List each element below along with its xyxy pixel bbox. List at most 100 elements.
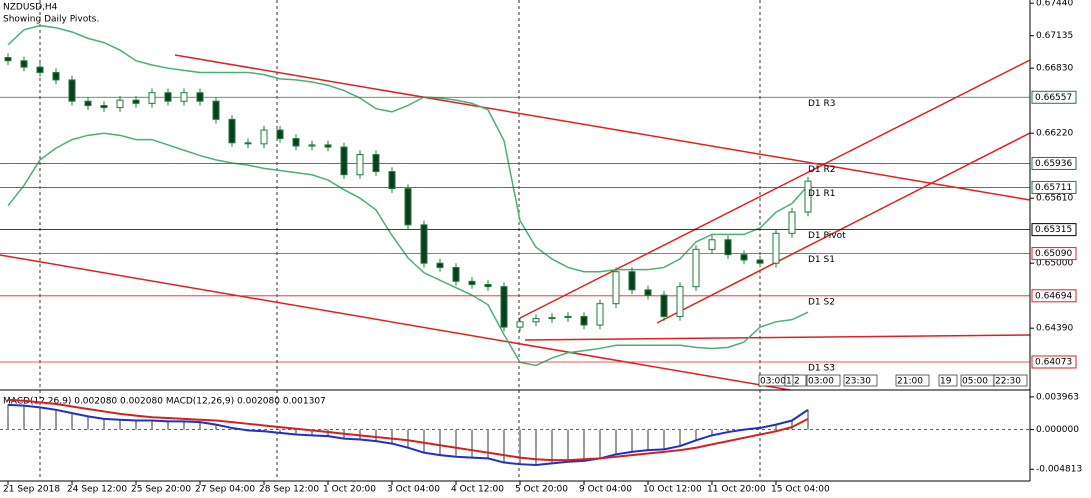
price-label-box: [1031, 355, 1077, 369]
pivot-name: D1 R2: [808, 165, 836, 175]
candle-body: [660, 294, 668, 317]
time-marker-box: [792, 374, 807, 387]
time-marker: 19: [940, 377, 952, 387]
pivot-name: D1 S3: [808, 363, 835, 373]
candle-body: [164, 92, 172, 102]
candle-body: [468, 280, 476, 286]
macd-y-tick-label: 0.000000: [1036, 425, 1079, 435]
x-tick-label: 21 Sep 2018: [3, 485, 60, 495]
x-tick-label: 28 Sep 12:00: [259, 485, 319, 495]
time-marker-box: [938, 374, 958, 387]
candle-body: [36, 66, 44, 73]
y-tick-label: 0.67135: [1036, 31, 1073, 41]
candle-body: [68, 79, 76, 102]
x-tick-label: 11 Oct 20:00: [707, 485, 766, 495]
price-label-box: [1031, 289, 1077, 303]
macd-y-tick-label: 0.003963: [1036, 392, 1079, 402]
candle-body: [324, 144, 332, 148]
time-marker: 03:00: [808, 377, 834, 387]
candle-body: [52, 71, 60, 81]
chart-title: NZDUSD,H4: [3, 3, 58, 13]
candle-body: [276, 129, 284, 140]
time-marker-box: [806, 374, 841, 387]
y-tick-label: 0.65000: [1036, 259, 1073, 269]
candle-body: [20, 60, 28, 68]
candle-body: [452, 266, 460, 282]
time-marker-box: [843, 374, 878, 387]
pivot-price: 0.64073: [1035, 357, 1072, 367]
candle-body: [356, 154, 364, 176]
time-marker: 21:00: [897, 377, 923, 387]
candle-body: [500, 286, 508, 328]
candle-body: [132, 99, 140, 104]
candle-body: [692, 248, 700, 288]
price-label-box: [1031, 90, 1077, 104]
price-label-box: [1031, 156, 1077, 170]
candle-body: [84, 100, 92, 106]
y-tick-label: 0.67440: [1036, 0, 1073, 9]
y-tick-label: 0.65610: [1036, 194, 1073, 204]
x-tick-label: 15 Oct 04:00: [771, 485, 830, 495]
candle-body: [596, 303, 604, 326]
candle-body: [340, 146, 348, 176]
candle-body: [580, 315, 588, 326]
x-tick-label: 25 Sep 20:00: [131, 485, 191, 495]
candle-body: [788, 211, 796, 234]
channel-line[interactable]: [519, 59, 1031, 319]
plot-area: [0, 24, 1030, 367]
candle-body: [100, 104, 108, 109]
candle-body: [516, 321, 524, 328]
candle-body: [260, 129, 268, 145]
candle-body: [228, 118, 236, 144]
pivot-price: 0.65936: [1035, 159, 1072, 169]
macd-title: MACD(12,26,9) 0.002080 0.002080 MACD(12,…: [3, 397, 326, 407]
candle-body: [292, 138, 300, 147]
x-tick-label: 3 Oct 04:00: [387, 485, 440, 495]
candle-body: [548, 317, 556, 320]
x-tick-label: 1 Oct 20:00: [323, 485, 376, 495]
price-label-box: [1031, 180, 1077, 194]
macd-y-tick-label: -0.004813: [1036, 465, 1082, 475]
candle-body: [484, 284, 492, 288]
candle-body: [308, 144, 316, 147]
pivot-price: 0.66557: [1035, 93, 1072, 103]
candle-body: [244, 142, 252, 145]
price-label-box: [1031, 247, 1077, 261]
candle-body: [628, 271, 636, 291]
trend-line[interactable]: [0, 254, 791, 391]
time-marker-box: [993, 374, 1028, 387]
pivot-name: D1 Pivot: [808, 231, 846, 241]
bollinger-band: [7, 24, 809, 273]
candle-body: [4, 57, 12, 62]
x-tick-label: 9 Oct 04:00: [579, 485, 632, 495]
pivot-name: D1 R3: [808, 99, 836, 109]
y-tick-label: 0.66830: [1036, 64, 1073, 74]
candle-body: [404, 188, 412, 226]
trend-line[interactable]: [174, 54, 1031, 201]
candle-body: [148, 92, 156, 104]
time-marker: 1: [786, 377, 792, 387]
support-line[interactable]: [524, 334, 1031, 341]
pivot-price: 0.65090: [1035, 249, 1072, 259]
candle-body: [756, 259, 764, 264]
pivot-price: 0.65315: [1035, 225, 1072, 235]
candle-body: [180, 92, 188, 102]
pivot-name: D1 S2: [808, 297, 835, 307]
bollinger-band: [7, 132, 809, 367]
channel-line[interactable]: [656, 132, 1031, 324]
candle-body: [196, 92, 204, 102]
candle-body: [372, 154, 380, 173]
y-tick-label: 0.64390: [1036, 324, 1073, 334]
time-marker-box: [895, 374, 930, 387]
candle-body: [740, 254, 748, 261]
time-marker: 2: [794, 377, 800, 387]
pivot-price: 0.64694: [1035, 291, 1072, 301]
candle-body: [420, 224, 428, 264]
candle-body: [644, 289, 652, 296]
chart-subtitle: Showing Daily Pivots.: [3, 15, 99, 25]
pivot-name: D1 S1: [808, 255, 835, 265]
time-marker: 23:30: [845, 377, 871, 387]
x-tick-label: 10 Oct 12:00: [643, 485, 702, 495]
